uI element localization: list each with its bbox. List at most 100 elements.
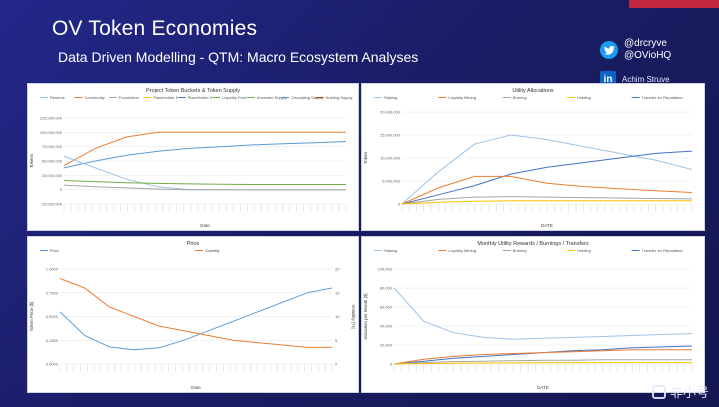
y-tick-label: 1.0000 [46,267,59,272]
y-tick-label: 0.2500 [46,338,59,343]
y-tick-label: 0.5000 [46,314,59,319]
legend-label: Placeholder 2 [188,95,213,100]
monthly-utility-chart: Monthly Utility Rewards / Burnings / Tra… [363,241,693,390]
y-tick-label: 0.7500 [46,290,59,295]
slide-subtitle: Data Driven Modelling - QTM: Macro Ecosy… [58,49,419,65]
legend-label: Holding [577,95,591,100]
legend-label: Unvested Supply [257,95,287,100]
chart-legend: Staking Liquidity Mining Burning Holding Tra… [374,95,683,100]
y-tick-label: 60,000 [380,305,393,310]
y-axis-label: Valuation per Month [$] [363,293,368,339]
twitter-icon [600,41,618,59]
y-tick-label: 80,000 [380,286,393,291]
chart-title: Utility Allocations [512,88,554,94]
y-axis-label: Token Price [$] [29,302,34,332]
twitter-handle-2[interactable]: @OVioHQ [624,50,672,61]
y-tick-label: 0.0000 [46,362,59,367]
x-axis-label: Date [191,385,201,390]
legend-label: Transfer for Reputation [642,248,683,253]
series-line-volatility [59,278,332,348]
series-line-foundation [63,184,346,191]
legend-label: Holding Supply [326,95,353,100]
token-buckets-chart-panel: Project Token Buckets & Token Supply Rese… [27,83,359,231]
legend-label: Burning [513,248,527,253]
series-line-holding [401,200,692,205]
legend-label: Holding [577,248,591,253]
y-tick-label: 125,000,000 [40,116,63,121]
y-tick-label: 0 [398,202,401,207]
top-accent-bar [629,0,719,8]
series-line-staking [393,287,693,340]
y-tick-label: -25,000,000 [41,202,63,207]
series-line-burning [401,196,693,205]
legend-label: Burning [513,95,527,100]
y-axis-label: Tokens [29,153,34,168]
legend-label: Reserve [50,95,66,100]
legend-label: Liquidity Pool [222,95,246,100]
y2-tick-label: 0 [335,362,338,367]
y-tick-label: 50,000,000 [42,159,63,164]
legend-label: Liquidity Mining [448,248,476,253]
y-tick-label: 5,000,000 [382,179,401,184]
watermark: 非小号 [651,382,709,401]
series-line-circulating-supply [63,141,347,169]
x-axis-label: DATE [537,385,549,390]
y-tick-label: 15,000,000 [380,133,401,138]
legend-label: Transfer for Reputation [642,95,683,100]
y-tick-label: 100,000 [378,267,393,272]
utility-allocations-chart-panel: Utility Allocations Staking Liquidity Mini… [361,83,705,231]
y-tick-label: 0 [60,187,63,192]
legend-label: Placeholder 1 [153,95,178,100]
price-chart: Price Price Volatility 1.0000 0.7500 0.5000 0.… [29,241,356,390]
series-line-burning [393,359,692,365]
y-tick-label: 20,000 [380,343,393,348]
price-chart-panel: Price Price Volatility 1.0000 0.7500 0.5000 0.… [27,236,359,393]
y-tick-label: 10,000,000 [380,156,401,161]
y2-axis-label: Volatility [%] [351,304,356,328]
y-tick-label: 40,000 [380,324,393,329]
chart-legend: Staking Liquidity Mining Burning Holding Tra… [374,248,683,253]
y-axis-label: Token [363,152,368,165]
legend-label: Community [84,95,104,100]
legend-label: Price [50,248,60,253]
chart-legend: Price Volatility [40,248,220,253]
series-line-staking [401,134,693,205]
y2-tick-label: 5 [335,338,338,343]
legend-label: Staking [384,248,397,253]
y2-tick-label: 15 [335,290,340,295]
legend-label: Staking [384,95,397,100]
twitter-handle-1[interactable]: @drcryve [624,38,667,49]
y-tick-label: 75,000,000 [42,144,63,149]
watermark-logo-icon [651,384,666,399]
y-tick-label: 25,000,000 [42,173,63,178]
utility-allocations-chart: Utility Allocations Staking Liquidity Mini… [363,88,693,228]
x-axis-label: Date [200,223,210,228]
series-line-holding [393,362,692,365]
x-axis-label: DATE [541,223,553,228]
series-line-transfer-for-reputation [401,150,693,205]
y-tick-label: 20,000,000 [380,110,401,115]
chart-title: Monthly Utility Rewards / Burnings / Tra… [477,241,589,247]
linkedin-name[interactable]: Achim Struve [622,74,670,84]
watermark-text: 非小号 [669,385,709,400]
y2-tick-label: 20 [335,267,340,272]
chart-title: Project Token Buckets & Token Supply [146,88,240,94]
chart-legend: Reserve Community Foundation Placeholder 1 P… [40,95,352,100]
series-line-liquidity-mining [401,175,693,205]
series-line-transfer-for-reputation [393,345,693,365]
monthly-utility-chart-panel: Monthly Utility Rewards / Burnings / Tra… [361,236,705,393]
y2-tick-label: 10 [335,314,340,319]
y-tick-label: 0 [390,362,393,367]
legend-label: Circulating Supply [291,95,323,100]
legend-label: Foundation [119,95,139,100]
series-line-community [63,131,346,167]
y-tick-label: 100,000,000 [40,130,63,135]
token-buckets-chart: Project Token Buckets & Token SupplyRese… [29,88,352,228]
series-line-price [59,287,333,351]
chart-title: Price [187,241,200,247]
legend-label: Volatility [205,248,220,253]
series-line-unvested-supply [63,180,346,185]
slide-title: OV Token Economies [52,17,258,40]
series-line-liquidity-mining [393,349,692,365]
legend-label: Liquidity Mining [448,95,476,100]
